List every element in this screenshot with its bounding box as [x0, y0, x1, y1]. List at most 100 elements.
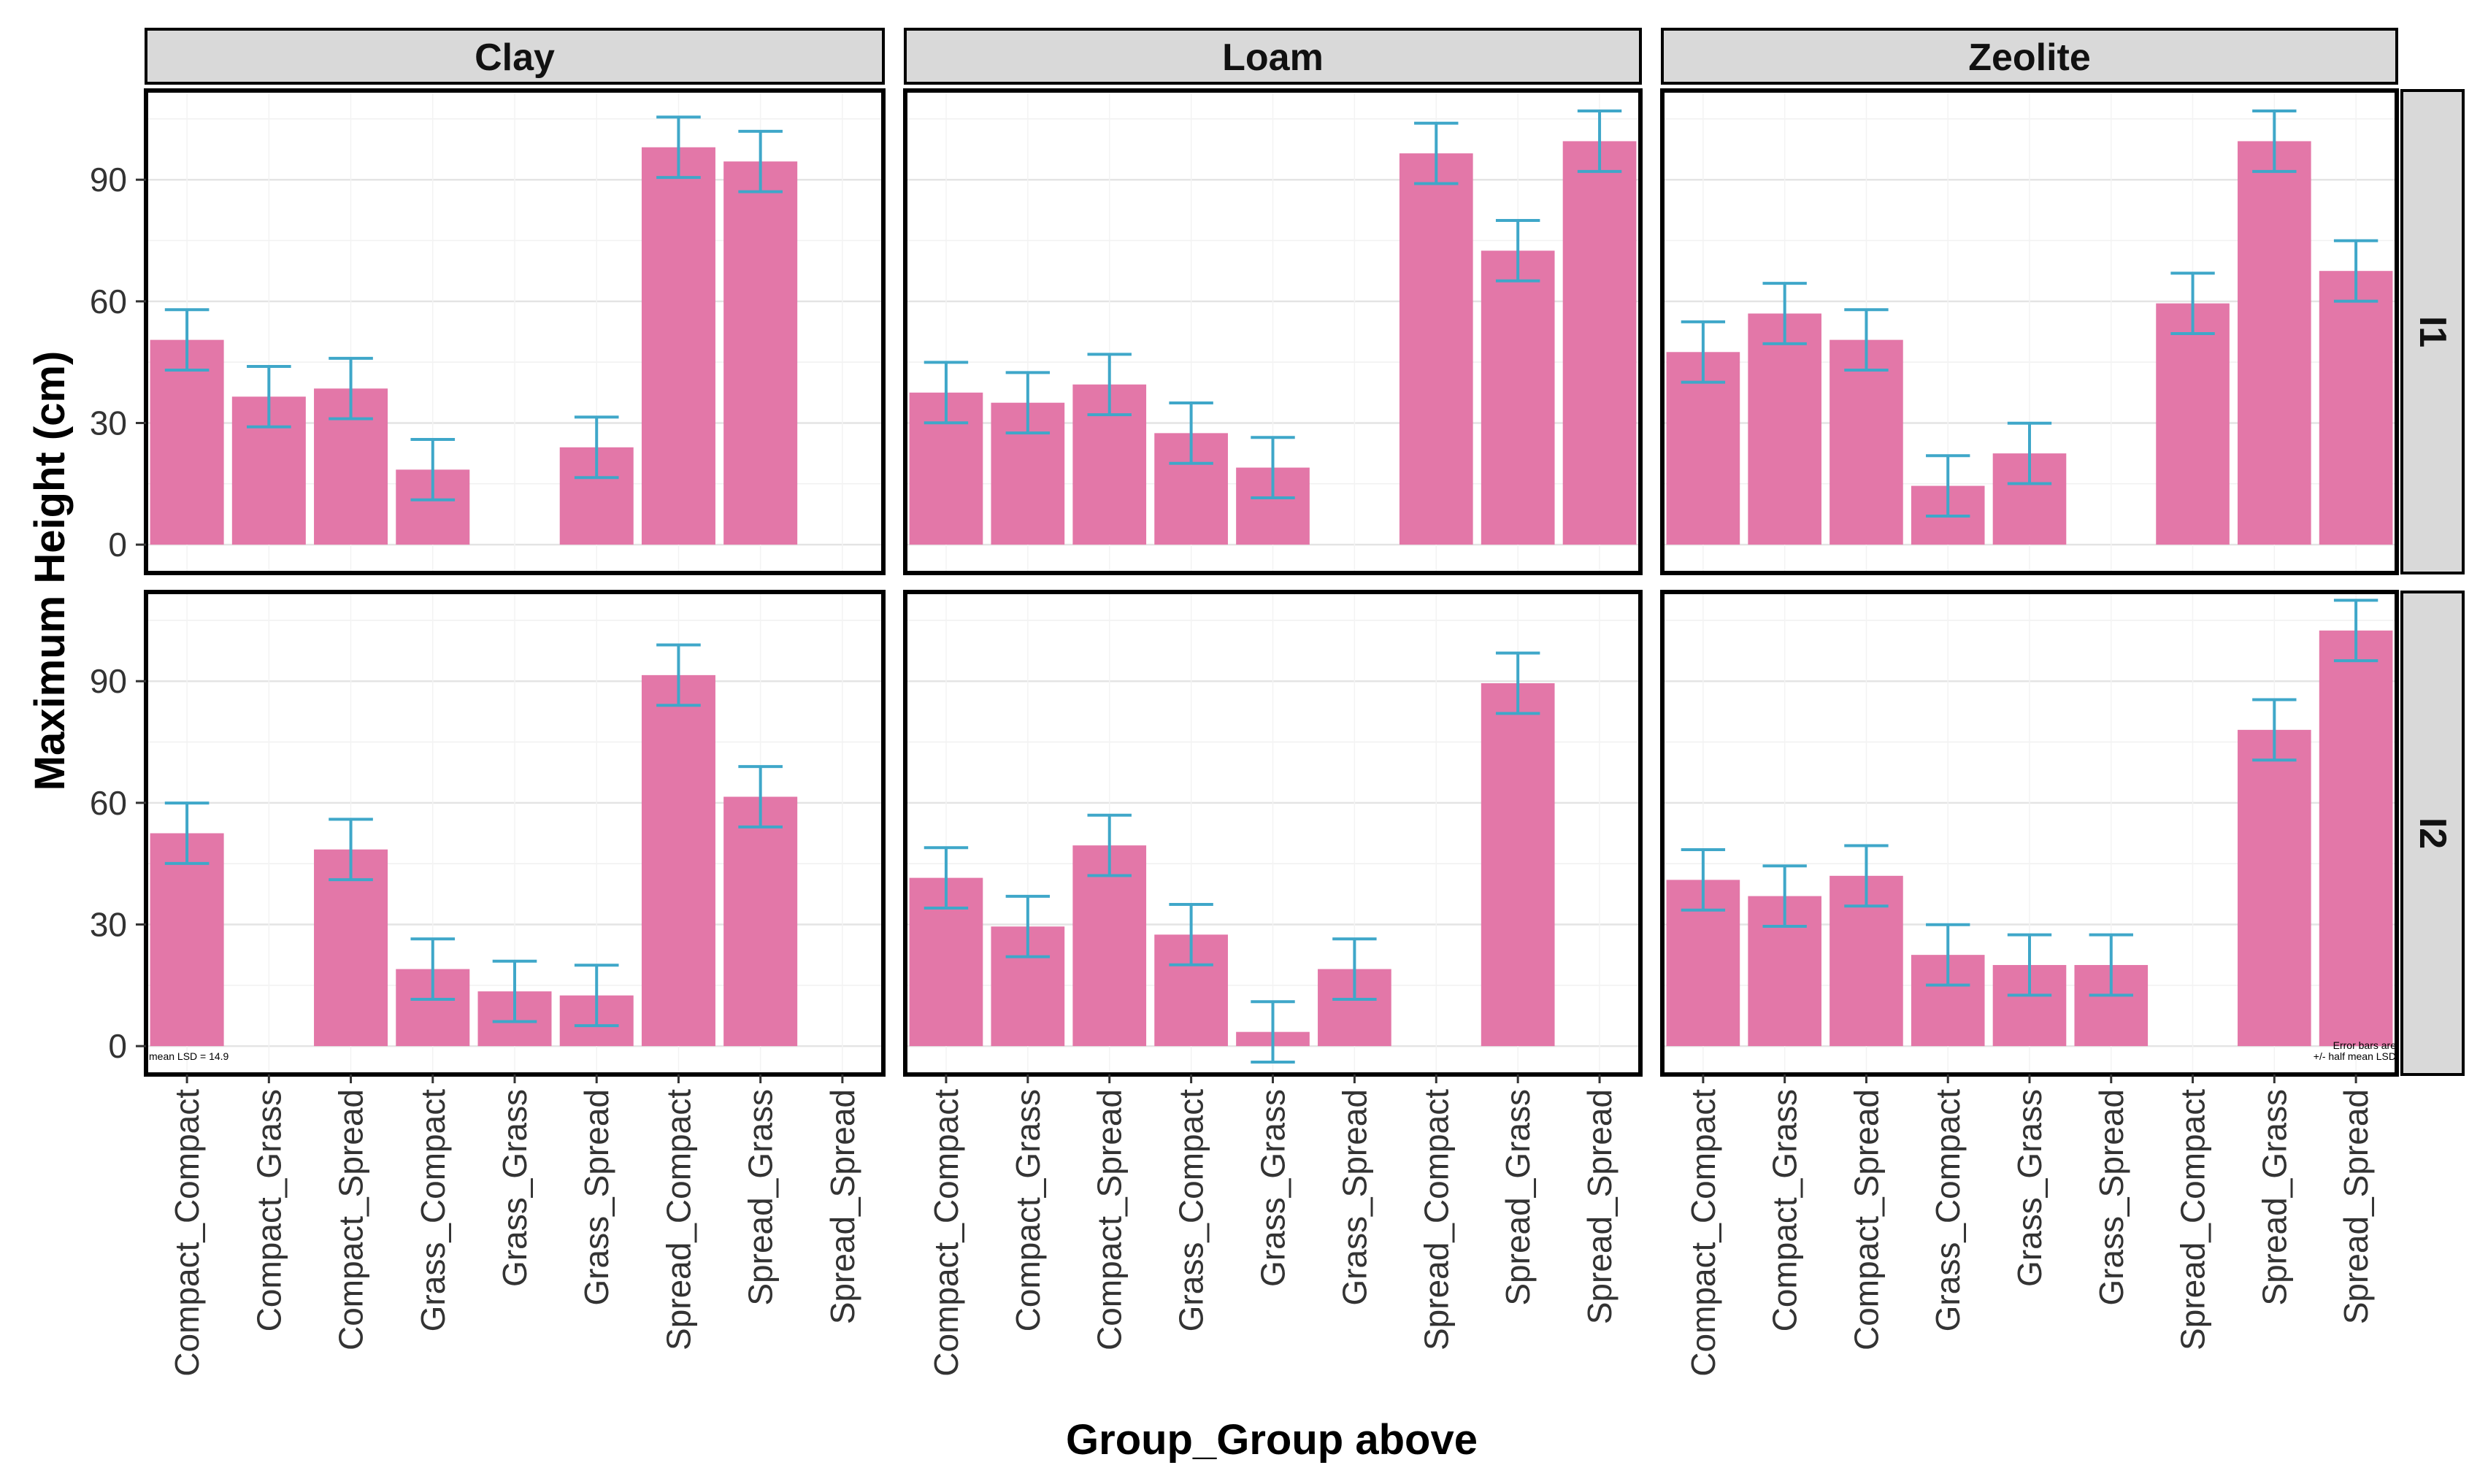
x-tick-label-clay-compact-grass: Compact_Grass	[250, 1089, 288, 1331]
x-tick-label-loam-grass-grass: Grass_Grass	[1254, 1089, 1292, 1287]
error-bar-zeolite-i1-spread-compact	[2170, 272, 2215, 335]
panel-frame-clay-i1	[144, 88, 886, 575]
y-tick-label-i1-0: 0	[108, 526, 127, 564]
x-tick-label-loam-spread-grass: Spread_Grass	[1499, 1089, 1537, 1306]
error-bar-loam-i1-spread-compact	[1414, 121, 1459, 185]
strip-i1	[2400, 89, 2465, 574]
error-bar-loam-i2-compact-spread	[1087, 813, 1132, 877]
strip-label-clay: Clay	[475, 36, 555, 79]
bar-clay-i1-compact-compact	[150, 339, 224, 545]
error-bar-zeolite-i2-spread-grass	[2252, 698, 2297, 762]
x-tick-label-zeolite-spread-spread: Spread_Spread	[2337, 1089, 2375, 1324]
bar-zeolite-i1-spread-spread	[2319, 271, 2393, 545]
error-bar-clay-i1-spread-grass	[738, 129, 783, 193]
error-bar-clay-i1-compact-grass	[247, 364, 291, 428]
error-bar-zeolite-i2-spread-spread	[2333, 599, 2378, 663]
error-bar-clay-i2-compact-spread	[329, 818, 373, 882]
error-bar-zeolite-i1-spread-grass	[2252, 109, 2297, 173]
bar-loam-i1-spread-grass	[1481, 250, 1555, 545]
x-tick-label-loam-compact-spread: Compact_Spread	[1091, 1089, 1129, 1350]
error-bar-loam-i2-grass-grass	[1251, 1000, 1295, 1064]
x-tick-label-clay-spread-grass: Spread_Grass	[742, 1089, 780, 1306]
error-bar-loam-i2-compact-compact	[924, 846, 969, 910]
x-tick-label-zeolite-compact-spread: Compact_Spread	[1847, 1089, 1885, 1350]
error-bar-clay-i2-grass-spread	[574, 964, 619, 1028]
strip-label-loam: Loam	[1222, 36, 1324, 79]
error-bar-zeolite-i1-compact-spread	[1844, 308, 1889, 372]
error-bar-zeolite-i2-compact-compact	[1681, 847, 1726, 912]
error-bar-clay-i2-compact-compact	[164, 801, 210, 865]
error-note-line1: Error bars are	[2333, 1039, 2397, 1051]
error-bar-zeolite-i1-grass-compact	[1926, 454, 1970, 518]
strip-label-i2: I2	[2411, 818, 2454, 849]
bar-loam-i1-spread-spread	[1562, 141, 1637, 545]
x-tick-label-loam-spread-compact: Spread_Compact	[1417, 1089, 1455, 1350]
strip-i2	[2400, 591, 2465, 1076]
y-tick-label-i2-90: 90	[90, 662, 127, 700]
x-tick-label-clay-compact-spread: Compact_Spread	[332, 1089, 370, 1350]
lsd-annotation: mean LSD = 14.9	[149, 1050, 229, 1062]
x-tick-label-loam-grass-spread: Grass_Spread	[1335, 1089, 1373, 1306]
x-tick-label-zeolite-compact-grass: Compact_Grass	[1766, 1089, 1804, 1331]
bar-zeolite-i1-spread-grass	[2238, 141, 2311, 545]
bar-zeolite-i2-spread-spread	[2319, 630, 2393, 1047]
x-tick-label-loam-spread-spread: Spread_Spread	[1581, 1089, 1619, 1324]
bar-clay-i1-spread-compact	[641, 147, 715, 545]
bar-clay-i2-compact-spread	[314, 849, 388, 1047]
error-bar-zeolite-i2-compact-spread	[1844, 844, 1889, 908]
error-bar-clay-i1-compact-spread	[329, 356, 373, 420]
bar-zeolite-i1-compact-compact	[1666, 352, 1740, 545]
x-tick-label-zeolite-grass-spread: Grass_Spread	[2092, 1089, 2130, 1306]
y-tick-label-i1-60: 60	[90, 282, 127, 320]
x-tick-label-zeolite-spread-grass: Spread_Grass	[2255, 1089, 2293, 1306]
error-bar-zeolite-i1-compact-grass	[1762, 282, 1807, 345]
error-bar-zeolite-i2-grass-spread	[2089, 933, 2133, 997]
bar-loam-i2-spread-grass	[1481, 683, 1555, 1047]
error-bar-loam-i1-spread-grass	[1495, 219, 1540, 282]
error-bar-loam-i1-grass-grass	[1251, 436, 1295, 499]
y-tick-label-i2-30: 30	[90, 905, 127, 943]
x-tick-label-clay-grass-compact: Grass_Compact	[414, 1089, 452, 1332]
error-bar-loam-i1-compact-compact	[924, 361, 969, 425]
y-tick-label-i1-90: 90	[90, 161, 127, 199]
error-bar-loam-i2-compact-grass	[1005, 894, 1051, 958]
x-tick-label-zeolite-grass-grass: Grass_Grass	[2011, 1089, 2049, 1287]
bar-zeolite-i1-compact-spread	[1829, 339, 1903, 545]
error-bar-loam-i1-spread-spread	[1577, 109, 1622, 173]
x-tick-label-loam-compact-grass: Compact_Grass	[1009, 1089, 1047, 1331]
error-bar-zeolite-i2-compact-grass	[1762, 864, 1807, 928]
x-tick-label-zeolite-compact-compact: Compact_Compact	[1684, 1089, 1722, 1377]
error-bar-zeolite-i2-grass-compact	[1926, 923, 1970, 987]
error-bar-zeolite-i2-grass-grass	[2007, 933, 2052, 997]
error-bar-zeolite-i1-compact-compact	[1681, 320, 1726, 384]
error-bar-loam-i2-grass-compact	[1169, 902, 1213, 966]
error-bar-clay-i2-grass-compact	[410, 937, 456, 1001]
bar-clay-i2-compact-compact	[150, 833, 224, 1047]
x-tick-label-loam-compact-compact: Compact_Compact	[927, 1089, 965, 1377]
panel-frame-loam-i1	[903, 88, 1643, 575]
x-tick-label-clay-spread-compact: Spread_Compact	[659, 1089, 697, 1350]
strip-label-zeolite: Zeolite	[1968, 36, 2091, 79]
y-axis-title: Maximum Height (cm)	[26, 351, 74, 791]
bar-loam-i1-spread-compact	[1399, 153, 1473, 545]
error-bar-loam-i1-compact-spread	[1087, 353, 1132, 417]
bar-loam-i2-compact-spread	[1072, 845, 1147, 1047]
y-tick-label-i2-0: 0	[108, 1027, 127, 1065]
strip-clay	[145, 28, 885, 85]
x-tick-label-clay-grass-grass: Grass_Grass	[496, 1089, 534, 1287]
x-tick-label-clay-compact-compact: Compact_Compact	[168, 1089, 206, 1377]
error-bar-clay-i2-grass-grass	[492, 959, 537, 1023]
x-tick-label-clay-spread-spread: Spread_Spread	[823, 1089, 861, 1324]
bar-zeolite-i1-compact-grass	[1748, 313, 1821, 545]
x-tick-label-clay-grass-spread: Grass_Spread	[577, 1089, 615, 1306]
strip-loam	[904, 28, 1642, 85]
error-bar-clay-i1-grass-compact	[410, 437, 456, 501]
error-bar-clay-i1-compact-compact	[164, 308, 210, 372]
error-bar-loam-i2-grass-spread	[1332, 937, 1377, 1001]
bar-clay-i1-spread-grass	[723, 161, 798, 545]
y-tick-label-i1-30: 30	[90, 404, 127, 442]
error-bar-loam-i1-grass-compact	[1169, 401, 1213, 465]
error-note-line2: +/- half mean LSD	[2314, 1050, 2396, 1062]
error-bar-loam-i2-spread-grass	[1495, 651, 1540, 715]
